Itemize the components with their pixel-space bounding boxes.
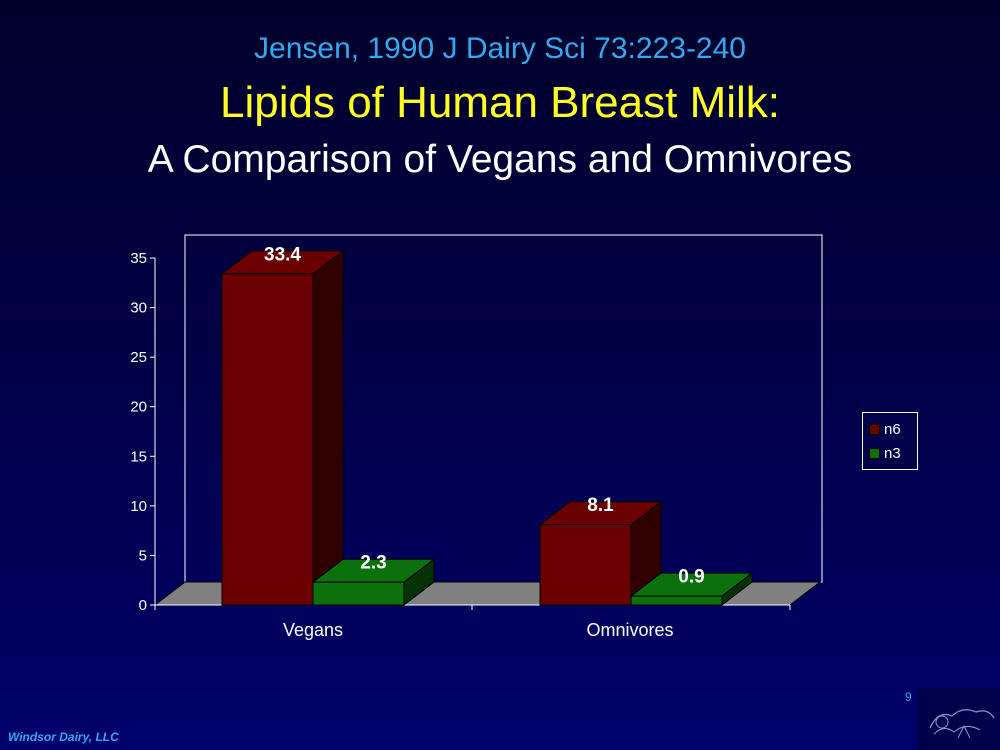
y-tick-label: 25 [130,349,147,366]
y-tick-label: 5 [139,547,147,564]
page-number: 9 [905,690,912,704]
y-tick-label: 10 [130,498,147,515]
y-tick-label: 0 [139,597,147,614]
legend-label-n6: n6 [884,420,901,438]
y-tick-label: 35 [130,250,147,267]
data-label: 0.9 [678,567,704,588]
data-label: 2.3 [360,553,386,574]
legend-item-n3: n3 [869,444,901,462]
x-category-label: Vegans [283,620,343,640]
y-tick-label: 15 [130,448,147,465]
slide-title: Lipids of Human Breast Milk: [220,78,780,127]
chart-legend: n6 n3 [862,412,918,470]
plot-back-wall [184,234,823,583]
y-tick-label: 20 [130,399,147,416]
bar [539,524,632,606]
bar-chart: 0 5 10 15 20 25 30 35 Vegans Omnivores 33.4 2.3 8.1 0… [130,234,823,640]
y-tick-label: 30 [130,300,147,317]
legend-label-n3: n3 [884,444,901,462]
bar-side [312,249,344,607]
citation: Jensen, 1990 J Dairy Sci 73:223-240 [254,32,746,65]
legend-swatch-n6 [869,423,880,435]
company-name: Windsor Dairy, LLC [8,730,119,744]
x-category-label: Omnivores [586,620,673,640]
dairy-logo-icon [918,688,1000,750]
data-label: 8.1 [587,495,614,516]
legend-item-n6: n6 [869,420,901,438]
legend-swatch-n3 [869,447,880,459]
bar [221,273,314,606]
bar [630,595,723,606]
slide-subtitle: A Comparison of Vegans and Omnivores [147,138,853,181]
data-label: 33.4 [264,244,301,265]
bar [312,581,405,606]
